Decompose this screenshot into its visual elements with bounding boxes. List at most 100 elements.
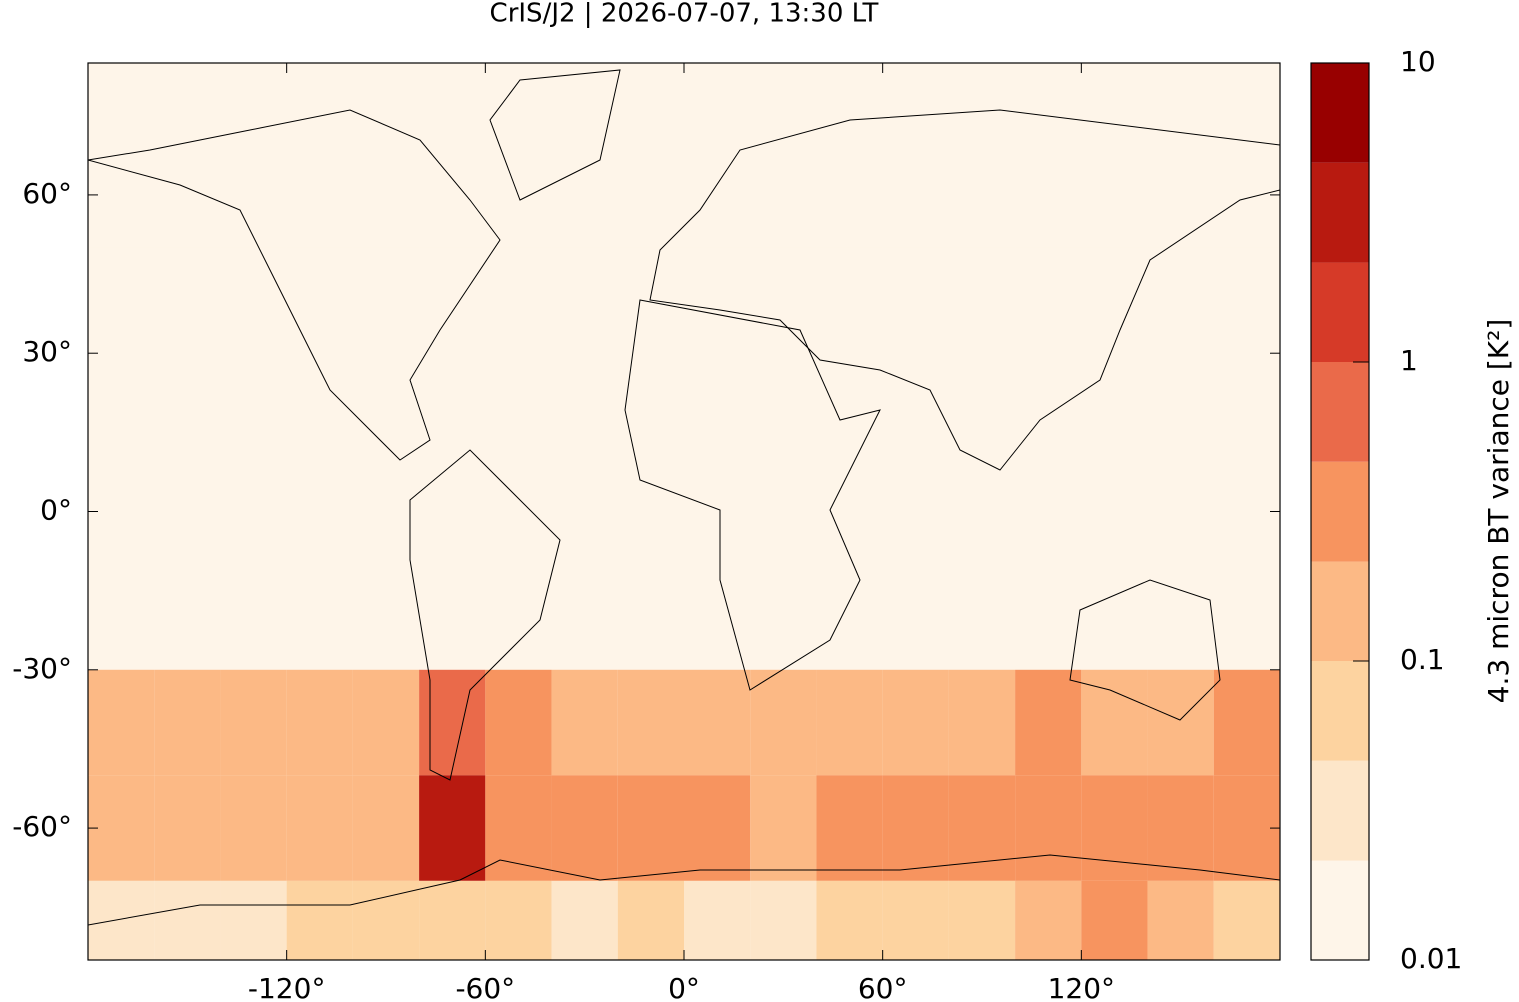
- colorbar-segment: [1311, 162, 1369, 263]
- chart-title: CrIS/J2 | 2026-07-07, 13:30 LT: [490, 0, 879, 29]
- field-cell: [684, 669, 751, 776]
- field-cell: [286, 880, 353, 960]
- field-cell: [750, 775, 817, 881]
- field-cell: [684, 458, 751, 565]
- field-cell: [750, 63, 817, 143]
- colorbar-frame: [1310, 62, 1370, 961]
- colorbar-segment: [1311, 362, 1369, 462]
- field-cell: [88, 353, 155, 459]
- field-cell: [684, 775, 751, 881]
- field-cell: [551, 564, 618, 670]
- colorbar-tick-label: 0.1: [1400, 643, 1445, 676]
- field-cell: [1147, 880, 1214, 960]
- colorbar-segment: [1311, 461, 1369, 562]
- field-cell: [485, 775, 552, 881]
- field-cell: [1147, 564, 1214, 670]
- field-cell: [485, 247, 552, 354]
- field-cell: [882, 880, 949, 960]
- field-cell: [816, 880, 883, 960]
- field-cell: [816, 63, 883, 143]
- x-tick-label: -120°: [248, 972, 326, 1002]
- field-cell: [551, 880, 618, 960]
- field-cell: [220, 142, 287, 248]
- colorbar-segment: [1311, 661, 1369, 761]
- y-tick-label: -60°: [12, 810, 72, 843]
- field-cell: [617, 669, 684, 776]
- coastline: [489, 69, 621, 201]
- field-cell: [1081, 63, 1148, 143]
- colorbar-segment: [1311, 63, 1369, 163]
- coastline: [624, 299, 881, 691]
- field-cell: [551, 775, 618, 881]
- field-cell: [1081, 880, 1148, 960]
- field-cell: [419, 775, 486, 881]
- field-cell: [88, 247, 155, 354]
- field-cell: [154, 63, 221, 143]
- field: [88, 63, 1280, 960]
- field-cell: [816, 353, 883, 459]
- field-cell: [750, 564, 817, 670]
- field-cell: [220, 63, 287, 143]
- field-cell: [352, 775, 420, 881]
- colorbar-segment: [1311, 561, 1369, 661]
- field-cell: [352, 247, 420, 354]
- coastline: [88, 854, 1280, 926]
- field-cell: [948, 142, 1016, 248]
- field-cell: [1213, 564, 1280, 670]
- field-cell: [948, 669, 1016, 776]
- field-cell: [617, 63, 684, 143]
- colorbar-tick-label: 1: [1400, 344, 1418, 377]
- field-cell: [485, 353, 552, 459]
- field-cell: [154, 669, 221, 776]
- field-cell: [1147, 63, 1214, 143]
- field-cell: [154, 247, 221, 354]
- y-tick-label: 30°: [22, 335, 72, 368]
- field-cell: [286, 669, 353, 776]
- field-cell: [684, 247, 751, 354]
- field-cell: [1015, 775, 1082, 881]
- colorbar-tick-label: 10: [1400, 45, 1436, 78]
- field-cell: [882, 247, 949, 354]
- field-cell: [948, 458, 1016, 565]
- x-tick-label: 60°: [858, 972, 908, 1002]
- field-cell: [551, 142, 618, 248]
- coastline: [88, 109, 501, 461]
- field-cell: [88, 880, 155, 960]
- colorbar: [1311, 63, 1369, 960]
- field-cell: [1147, 775, 1214, 881]
- field-cell: [419, 669, 486, 776]
- field-cell: [1081, 247, 1148, 354]
- field-cell: [154, 564, 221, 670]
- field-cell: [1213, 458, 1280, 565]
- field-cell: [948, 880, 1016, 960]
- x-tick-label: 0°: [668, 972, 700, 1002]
- field-cell: [88, 669, 155, 776]
- field-cell: [419, 880, 486, 960]
- field-cell: [1015, 353, 1082, 459]
- field-cell: [750, 247, 817, 354]
- field-cell: [1081, 775, 1148, 881]
- field-cell: [882, 669, 949, 776]
- field-cell: [1213, 142, 1280, 248]
- field-cell: [220, 775, 287, 881]
- field-cell: [1147, 458, 1214, 565]
- field-cell: [1213, 63, 1280, 143]
- coastline: [409, 449, 561, 781]
- field-cell: [816, 142, 883, 248]
- field-cell: [286, 564, 353, 670]
- field-cell: [419, 458, 486, 565]
- field-cell: [88, 564, 155, 670]
- field-cell: [882, 142, 949, 248]
- y-tick-label: 0°: [40, 494, 72, 527]
- coastline: [649, 109, 1280, 471]
- field-cell: [286, 458, 353, 565]
- field-cell: [419, 247, 486, 354]
- field-cell: [1081, 564, 1148, 670]
- field-cell: [286, 63, 353, 143]
- colorbar-tick-label: 0.01: [1400, 942, 1462, 975]
- field-cell: [419, 353, 486, 459]
- field-cell: [352, 564, 420, 670]
- field-cell: [684, 63, 751, 143]
- field-cell: [750, 669, 817, 776]
